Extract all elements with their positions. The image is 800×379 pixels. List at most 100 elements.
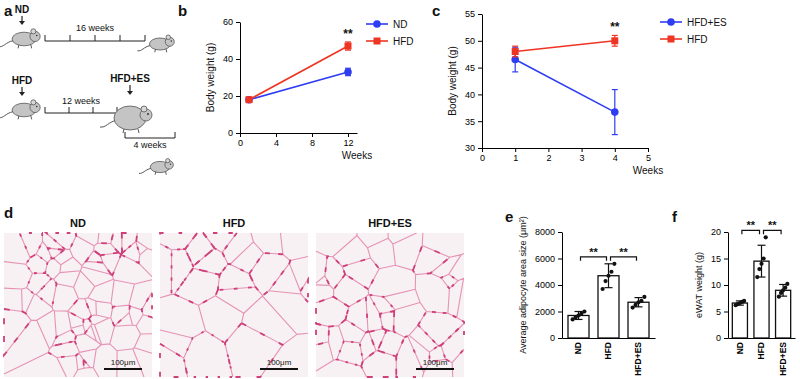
mouse-icon: [100, 106, 152, 133]
y-tick: 35: [465, 117, 482, 127]
error-bar: [512, 46, 518, 57]
y-tick: 15: [711, 254, 728, 264]
group-label: HFD: [12, 75, 33, 86]
x-axis: NDHFDHFD+ES: [729, 339, 796, 376]
x-axis-title: Weeks: [633, 165, 663, 176]
x-tick-label: 8: [310, 138, 315, 148]
image-label: HFD+ES: [368, 217, 412, 229]
x-tick: 3: [580, 148, 585, 163]
legend-label: ND: [393, 19, 407, 30]
data-point: [582, 309, 586, 313]
bar: [732, 303, 747, 338]
stained-septum: [48, 248, 64, 258]
mouse-icon: [0, 100, 40, 120]
stained-septum: [171, 249, 193, 294]
x-tick: 0: [238, 133, 243, 148]
cell-borders: [4, 233, 152, 377]
y-tick-label: 0: [716, 333, 721, 343]
y-tick-label: 55: [465, 9, 475, 19]
x-tick-mark: [548, 148, 549, 152]
duration-label: 4 weeks: [133, 140, 167, 150]
x-tick-label: HFD: [756, 342, 766, 359]
significance-label: **: [768, 219, 777, 231]
stained-septum: [185, 233, 215, 266]
y-tick-label: 2000: [535, 307, 555, 317]
bar: [628, 302, 649, 338]
y-tick: 4000: [535, 280, 562, 290]
x-tick-label: 0: [480, 153, 485, 163]
y-tick-label: 5: [716, 307, 721, 317]
x-tick-label: 1: [513, 153, 518, 163]
plot-area: [568, 262, 649, 338]
cell-borders: [160, 233, 308, 377]
y-tick: 8000: [535, 227, 562, 237]
y-axis-line: [482, 15, 483, 149]
data-point: [245, 96, 253, 104]
y-tick-mark: [724, 338, 728, 339]
panel-label: a: [4, 2, 13, 19]
data-point: [777, 295, 781, 299]
y-tick-mark: [478, 14, 482, 15]
y-tick: 55: [465, 9, 482, 19]
x-axis: 012345: [480, 148, 651, 163]
stained-septum: [122, 233, 137, 253]
group-label: HFD+ES: [110, 73, 150, 84]
stained-septum: [337, 341, 363, 366]
stained-septum: [111, 233, 122, 254]
stained-septum: [361, 351, 396, 377]
y-tick: 0: [228, 128, 240, 138]
y-tick-mark: [558, 285, 562, 286]
y-tick-mark: [558, 259, 562, 260]
stained-septum: [342, 258, 379, 289]
x-tick: 12: [343, 133, 353, 148]
stained-septum: [174, 268, 219, 305]
panel-label: f: [672, 208, 678, 225]
x-tick-label: HFD: [603, 342, 613, 359]
bar-chart: NDHFDHFD+ES02000400060008000eAverage adi…: [505, 208, 656, 376]
data-point: [611, 37, 618, 44]
scale-bar: 100μm: [416, 358, 454, 369]
x-tick: HFD+ES: [778, 342, 788, 376]
y-tick-label: 6000: [535, 254, 555, 264]
panel-label: c: [432, 2, 440, 19]
data-point: [764, 235, 768, 239]
y-tick: 60: [223, 17, 240, 27]
y-tick: 0: [550, 333, 562, 343]
stained-septum: [249, 253, 290, 296]
micrograph: 100μm: [316, 233, 464, 377]
error-bar: [512, 47, 518, 72]
y-tick-mark: [724, 312, 728, 313]
arrow: [19, 87, 25, 96]
y-tick: 40: [223, 54, 240, 64]
y-tick-mark: [724, 259, 728, 260]
y-axis-line: [240, 23, 241, 134]
y-tick-label: 40: [465, 90, 475, 100]
x-tick: HFD: [603, 342, 613, 359]
error-bar: [758, 245, 766, 277]
arrow: [127, 85, 133, 95]
stained-septum: [380, 311, 394, 331]
series-line: [249, 72, 348, 100]
y-tick-label: 0: [550, 333, 555, 343]
y-axis-title: Average adipocyte area size (μm²): [518, 216, 528, 354]
y-tick-label: 8000: [535, 227, 555, 237]
y-tick-mark: [236, 22, 240, 23]
y-tick-label: 50: [465, 36, 475, 46]
series-line: [515, 41, 615, 52]
x-tick-label: 12: [343, 138, 353, 148]
panel-label: e: [505, 208, 513, 225]
legend-label: HFD: [393, 36, 414, 47]
y-tick-mark: [236, 59, 240, 60]
x-tick-mark: [348, 133, 349, 137]
stained-septum: [100, 253, 121, 276]
x-tick: 4: [274, 133, 279, 148]
data-point: [601, 287, 605, 291]
y-tick-label: 20: [711, 227, 721, 237]
bar-chart: NDHFDHFD+ES05101520feWAT weight (g)****: [672, 208, 796, 376]
x-tick-mark: [482, 148, 483, 152]
legend-entry: HFD: [660, 34, 708, 45]
mouse-icon: [138, 35, 175, 52]
stained-septum: [20, 233, 43, 258]
y-tick-mark: [558, 312, 562, 313]
figure: aND16 weeksHFD12 weeksHFD+ES4 weeksdND10…: [0, 0, 800, 379]
